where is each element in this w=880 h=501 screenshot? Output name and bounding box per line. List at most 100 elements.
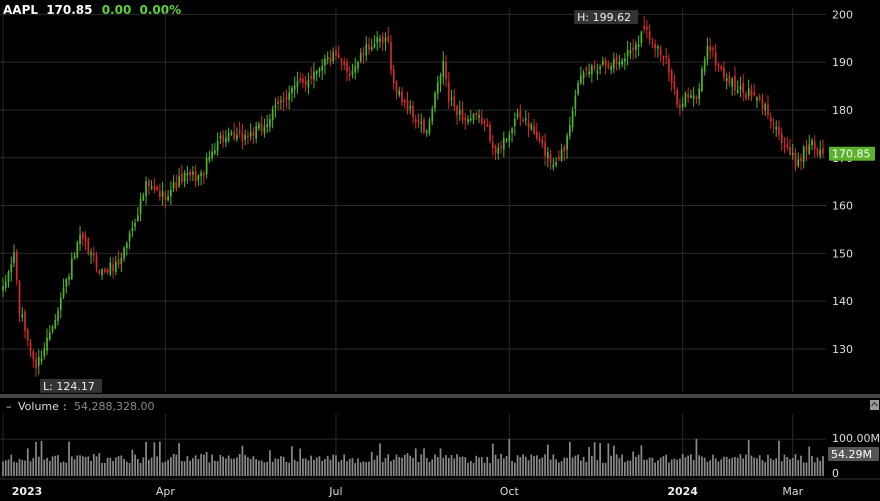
volume-bar bbox=[513, 462, 516, 476]
volume-bar bbox=[557, 462, 560, 476]
candle bbox=[552, 158, 555, 171]
volume-bar bbox=[412, 457, 414, 476]
volume-bar bbox=[478, 457, 480, 476]
volume-bar bbox=[247, 457, 249, 476]
candle bbox=[357, 60, 359, 73]
candle bbox=[560, 143, 563, 162]
volume-bar bbox=[348, 458, 351, 476]
volume-bar bbox=[219, 454, 222, 476]
volume-bar bbox=[357, 458, 359, 476]
candle bbox=[497, 143, 500, 160]
candle bbox=[679, 98, 681, 116]
volume-bar bbox=[186, 456, 189, 476]
candle bbox=[192, 166, 194, 181]
candle bbox=[32, 349, 35, 368]
candle bbox=[778, 120, 780, 140]
candle bbox=[109, 257, 112, 277]
low-label: L: 124.17 bbox=[43, 380, 95, 393]
candle bbox=[483, 118, 486, 132]
candle bbox=[103, 267, 106, 274]
candle bbox=[139, 192, 142, 222]
volume-bar bbox=[469, 461, 472, 476]
volume-bar bbox=[772, 460, 775, 476]
volume-bar bbox=[458, 457, 461, 476]
volume-bar bbox=[420, 454, 423, 476]
candle bbox=[332, 47, 335, 65]
candle bbox=[296, 71, 299, 94]
candle bbox=[445, 55, 447, 87]
volume-bar bbox=[381, 461, 384, 476]
volume-collapse-icon[interactable] bbox=[870, 400, 879, 410]
volume-bar bbox=[464, 457, 467, 476]
candle bbox=[346, 58, 348, 82]
candlestick-series bbox=[2, 16, 824, 377]
candle bbox=[260, 115, 263, 136]
volume-bar bbox=[442, 457, 445, 476]
volume-bar bbox=[431, 459, 434, 476]
candle bbox=[761, 93, 764, 115]
candle bbox=[21, 307, 24, 322]
high-label: H: 199.62 bbox=[577, 11, 631, 24]
volume-bar bbox=[668, 462, 670, 476]
volume-bar bbox=[436, 456, 439, 476]
volume-bar bbox=[555, 459, 557, 476]
candle bbox=[398, 86, 401, 98]
candle bbox=[541, 135, 544, 148]
volume-bar bbox=[486, 456, 489, 476]
candle bbox=[654, 39, 657, 58]
candle bbox=[359, 48, 362, 64]
candle bbox=[747, 79, 750, 101]
candle bbox=[816, 147, 819, 158]
candle bbox=[35, 352, 37, 377]
candle bbox=[555, 157, 557, 168]
volume-bar bbox=[189, 460, 191, 476]
volume-bar bbox=[516, 455, 519, 476]
volume-bar bbox=[147, 459, 150, 476]
volume-bar bbox=[467, 462, 469, 476]
volume-bar bbox=[90, 460, 92, 476]
candle bbox=[717, 62, 720, 72]
volume-bar bbox=[21, 459, 24, 476]
volume-bar bbox=[646, 459, 648, 476]
candle bbox=[651, 37, 654, 48]
ticker-symbol[interactable]: AAPL bbox=[3, 3, 39, 17]
volume-bar bbox=[736, 457, 739, 476]
panel-separator[interactable] bbox=[0, 394, 880, 398]
candle bbox=[183, 170, 186, 188]
volume-bar bbox=[571, 457, 574, 476]
volume-bar bbox=[775, 458, 778, 476]
candle bbox=[745, 90, 747, 101]
volume-bar bbox=[62, 461, 65, 476]
volume-bar bbox=[615, 454, 618, 476]
volume-bar bbox=[318, 456, 321, 476]
candle bbox=[412, 101, 414, 124]
volume-colon: : bbox=[63, 400, 67, 413]
volume-bar bbox=[613, 445, 615, 476]
volume-bar bbox=[745, 454, 747, 476]
candle bbox=[662, 55, 665, 66]
volume-bar bbox=[802, 462, 805, 476]
volume-bar bbox=[717, 461, 720, 476]
candle bbox=[120, 252, 123, 273]
volume-bar bbox=[480, 457, 483, 476]
candle bbox=[175, 174, 178, 192]
candle bbox=[486, 118, 489, 128]
last-price-badge: 170.85 bbox=[829, 146, 875, 161]
volume-bar bbox=[101, 462, 103, 476]
candle bbox=[621, 57, 623, 68]
candle bbox=[95, 251, 98, 273]
volume-bar bbox=[687, 455, 690, 476]
volume-axis-label-100m: 100.00M bbox=[832, 432, 880, 445]
volume-bar bbox=[106, 457, 109, 476]
candle bbox=[775, 120, 778, 137]
candle bbox=[557, 150, 560, 162]
volume-bar bbox=[332, 454, 335, 476]
candle bbox=[40, 350, 43, 365]
volume-bar bbox=[2, 461, 4, 476]
last-price: 170.85 bbox=[46, 3, 93, 17]
candle bbox=[230, 129, 233, 137]
volume-bar bbox=[260, 460, 263, 476]
volume-bar bbox=[530, 454, 533, 476]
candle bbox=[128, 230, 131, 250]
